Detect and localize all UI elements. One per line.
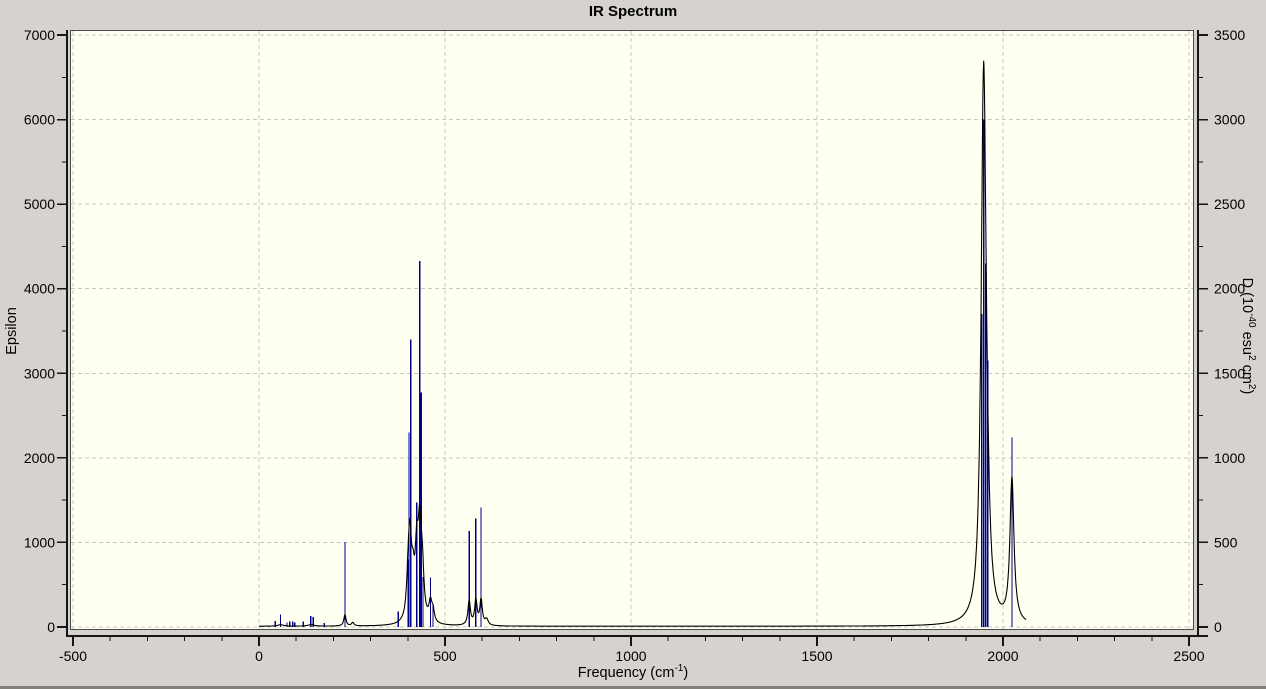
left-tick-label: 5000 <box>24 196 55 212</box>
right-tick-label: 0 <box>1214 619 1222 635</box>
x-axis-title: Frequency (cm-1) <box>0 663 1266 681</box>
left-tick-label: 4000 <box>24 281 55 297</box>
right-axis-title-sup: -40 <box>1245 313 1257 328</box>
right-axis-title: D (10-40 esu2 cm2) <box>1239 278 1257 395</box>
right-tick-label: 3000 <box>1214 112 1245 128</box>
plot-frame <box>70 30 1194 630</box>
left-tick-label: 1000 <box>24 534 55 550</box>
right-tick-label: 1000 <box>1214 450 1245 466</box>
right-tick-label: 3500 <box>1214 27 1245 43</box>
x-axis-ticks: -500 0 500 1000 1500 2000 2500 <box>59 636 1205 664</box>
x-tick-label: -500 <box>59 648 87 664</box>
axis-lines <box>66 30 1208 637</box>
x-tick-label: 2500 <box>1173 648 1204 664</box>
left-tick-label: 6000 <box>24 112 55 128</box>
x-tick-label: 0 <box>255 648 263 664</box>
gridlines <box>71 31 1193 629</box>
x-axis-title-part: ) <box>683 664 689 681</box>
x-tick-label: 1500 <box>801 648 832 664</box>
right-tick-label: 1500 <box>1214 365 1245 381</box>
x-tick-label: 2000 <box>987 648 1018 664</box>
right-axis-title-part: cm <box>1239 360 1256 384</box>
x-axis-title-part: Frequency (cm <box>577 664 675 681</box>
chart-title: IR Spectrum <box>588 3 678 20</box>
x-tick-label: 1000 <box>615 648 646 664</box>
left-axis-title-text: Epsilon <box>4 307 20 355</box>
right-tick-label: 2500 <box>1214 196 1245 212</box>
spectrum-curve <box>258 60 1027 627</box>
plot-area <box>70 30 1194 630</box>
right-axis-ticks: 0 500 1000 1500 2000 2500 3000 3500 <box>1198 27 1245 635</box>
right-axis-title-part: ) <box>1239 389 1256 395</box>
right-axis-title-part: D (10 <box>1239 277 1256 314</box>
x-tick-label: 500 <box>433 648 457 664</box>
spectrum-sticks <box>274 119 1013 627</box>
right-tick-label: 2000 <box>1214 281 1245 297</box>
x-axis-title-sup: -1 <box>674 663 684 674</box>
left-tick-label: 2000 <box>24 450 55 466</box>
left-axis-ticks: 0 1000 2000 3000 4000 5000 6000 7000 <box>24 27 67 635</box>
right-axis-title-part: esu <box>1239 327 1256 356</box>
left-tick-label: 3000 <box>24 365 55 381</box>
left-axis-title: Epsilon <box>4 307 20 355</box>
left-tick-label: 7000 <box>24 27 55 43</box>
left-tick-label: 0 <box>47 619 55 635</box>
window-bottom-edge <box>0 686 1266 689</box>
right-tick-label: 500 <box>1214 534 1238 550</box>
